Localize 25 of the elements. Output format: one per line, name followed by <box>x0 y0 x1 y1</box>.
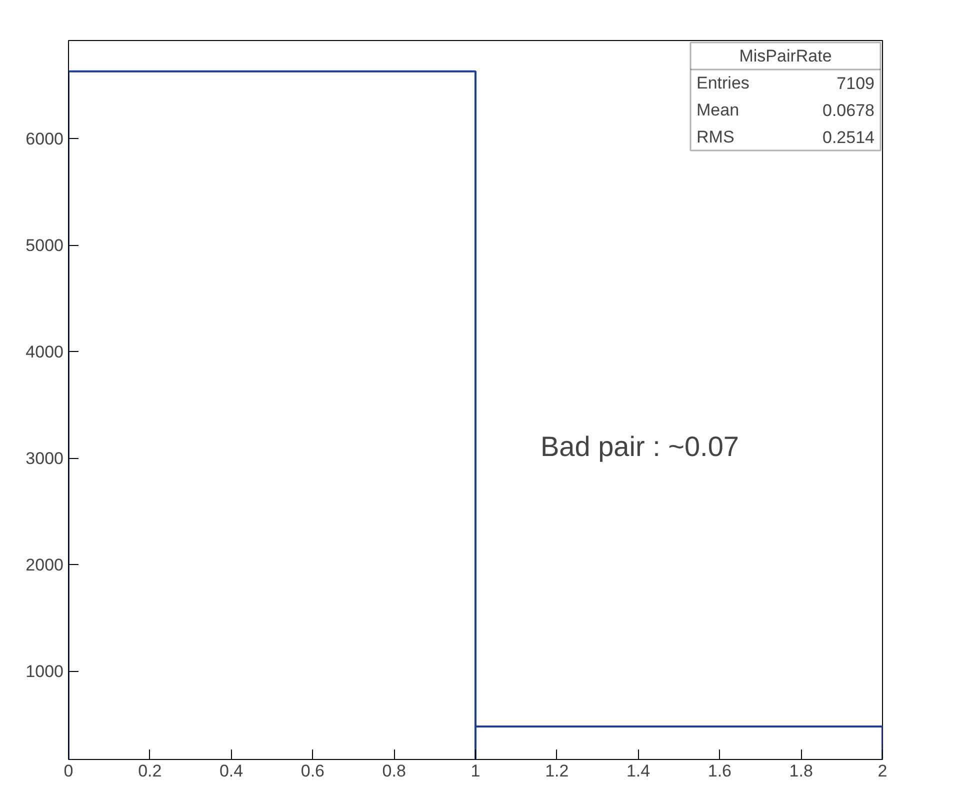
y-tick-label: 1000 <box>26 662 64 682</box>
x-tick-label: 0.4 <box>219 762 244 780</box>
x-tick-label: 1.2 <box>545 762 569 780</box>
x-tick-label: 1.6 <box>708 762 732 780</box>
y-tick-label: 4000 <box>26 342 64 362</box>
y-tick-label: 2000 <box>26 556 64 575</box>
x-tick-label: 0.6 <box>300 762 325 780</box>
x-tick-label: 1.8 <box>789 762 813 780</box>
x-tick-label: 1 <box>470 762 480 780</box>
annotation: Mean <box>696 100 740 120</box>
annotation: RMS <box>696 128 734 146</box>
annotation: 7109 <box>836 74 875 93</box>
annotation: Bad pair : ~0.07 <box>540 431 739 462</box>
x-tick-label: 1.4 <box>626 762 650 780</box>
y-tick-label: 3000 <box>26 449 64 468</box>
x-tick-label: 0.8 <box>382 762 406 780</box>
x-tick-label: 0.2 <box>138 762 162 780</box>
x-tick-label: 2 <box>878 762 888 780</box>
annotation: 0.0678 <box>822 101 875 120</box>
annotation: 0.2514 <box>822 128 875 147</box>
annotation: Entries <box>696 74 750 92</box>
y-tick-label: 6000 <box>26 129 64 148</box>
x-tick-label: 0 <box>64 762 74 780</box>
y-tick-label: 5000 <box>26 236 64 256</box>
chart-title: MisPairRate <box>739 46 832 66</box>
